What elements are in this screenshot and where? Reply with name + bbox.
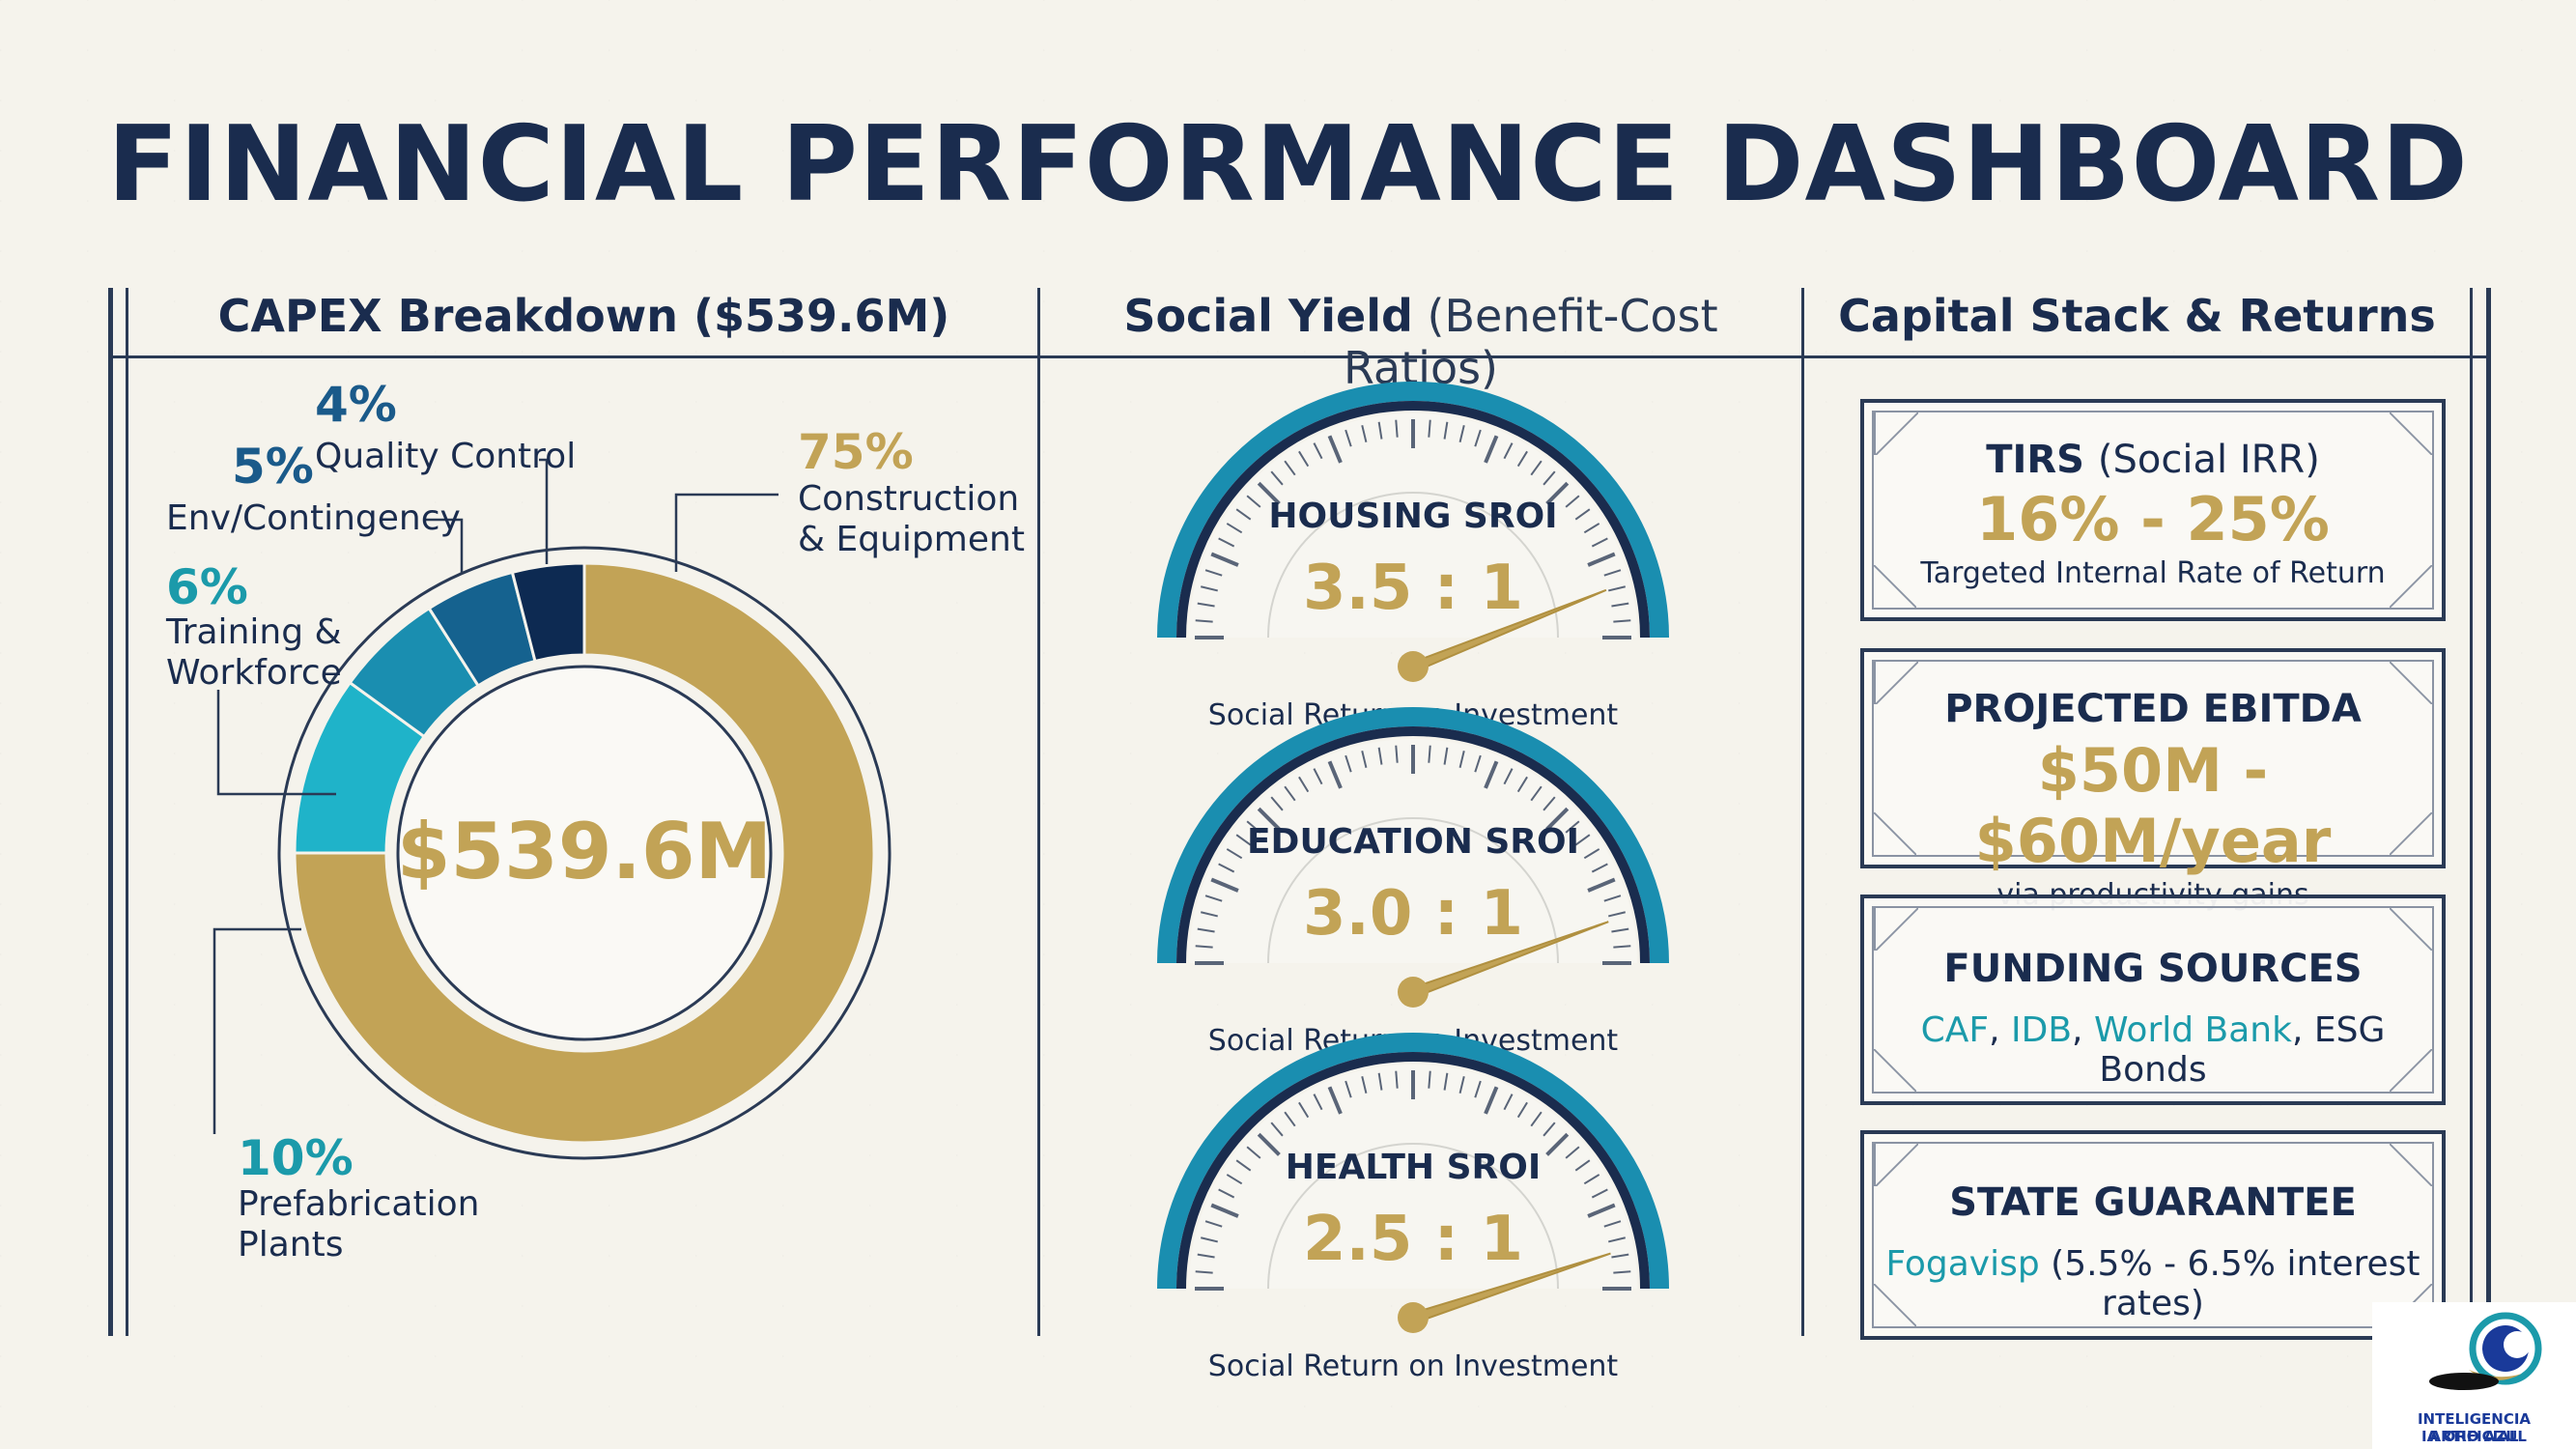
tirs-card: TIRS (Social IRR) 16% - 25% Targeted Int… (1860, 399, 2446, 621)
slice-name-label-0-1: & Equipment (798, 520, 1025, 559)
slice-name-label-2-0: Training & (165, 612, 342, 652)
logo-line-2: IA ORO AZUL (2421, 1428, 2527, 1445)
slice-name-label-1-0: Prefabrication (238, 1184, 479, 1224)
ebitda-title: PROJECTED EBITDA (1944, 687, 2362, 731)
frame-left-bar-inner (126, 288, 128, 1336)
slice-pct-label-3: 5% (232, 439, 314, 495)
ia-oro-azul-logo: INTELIGENCIA ARTIFICIAL IA ORO AZUL (2372, 1302, 2576, 1449)
leader-line-0 (674, 493, 778, 572)
donut-inner-ring (396, 665, 773, 1041)
capital-stack-header: Capital Stack & Returns (1838, 290, 2436, 342)
leader-line-3 (423, 518, 464, 574)
donut-slice-4 (510, 561, 586, 664)
slice-name-label-2-1: Workforce (166, 653, 342, 693)
tirs-value: 16% - 25% (1976, 484, 2330, 554)
page-title: FINANCIAL PERFORMANCE DASHBOARD (107, 104, 2469, 225)
ebitda-value: $50M - $60M/year (1974, 735, 2332, 876)
slice-pct-label-2: 6% (166, 559, 248, 615)
leader-line-1 (212, 927, 301, 1134)
slice-pct-label-4: 4% (315, 377, 397, 433)
funding-card: FUNDING SOURCES CAF, IDB, World Bank, ES… (1860, 895, 2446, 1105)
logo-line-1: INTELIGENCIA ARTIFICIAL (2417, 1410, 2532, 1445)
leader-line-2 (216, 690, 336, 796)
donut-center-label: $539.6M (397, 807, 772, 896)
slice-pct-label-0: 75% (798, 424, 914, 480)
state-guarantee-card: STATE GUARANTEE Fogavisp (5.5% - 6.5% in… (1860, 1130, 2446, 1340)
tirs-title: TIRS (Social IRR) (1986, 438, 2320, 482)
tirs-subtitle: Targeted Internal Rate of Return (1920, 556, 2386, 590)
leader-line-4 (539, 458, 549, 564)
frame-left-bar (108, 288, 113, 1336)
funding-title: FUNDING SOURCES (1943, 947, 2363, 991)
ebitda-card: PROJECTED EBITDA $50M - $60M/year via pr… (1860, 648, 2446, 912)
social-yield-header: Social Yield (Benefit-Cost Ratios) (1123, 290, 1718, 394)
funding-sources: CAF, IDB, World Bank, ESG Bonds (1920, 1010, 2386, 1090)
column-divider-1 (1037, 288, 1040, 1336)
slice-name-label-4-0: Quality Control (315, 437, 576, 476)
donut-outer-ring (277, 546, 892, 1160)
slice-pct-label-1: 10% (238, 1130, 354, 1186)
state-guarantee-detail: Fogavisp (5.5% - 6.5% interest rates) (1885, 1244, 2420, 1323)
column-divider-2 (1801, 288, 1804, 1336)
frame-right-bar-inner (2470, 288, 2473, 1336)
logo-emblem-icon (2429, 1312, 2542, 1390)
capex-header: CAPEX Breakdown ($539.6M) (217, 290, 950, 342)
slice-name-label-3-0: Env/Contingency (166, 498, 461, 538)
slice-name-label-1-1: Plants (238, 1225, 343, 1264)
frame-right-bar (2486, 288, 2491, 1336)
frame-header-rule (108, 355, 2491, 358)
state-guarantee-title: STATE GUARANTEE (1949, 1180, 2357, 1225)
donut-slice-0 (293, 561, 876, 1145)
slice-name-label-0-0: Construction (798, 479, 1019, 519)
